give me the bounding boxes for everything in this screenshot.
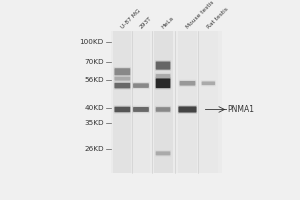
Bar xyxy=(154,31,172,173)
FancyBboxPatch shape xyxy=(114,105,131,113)
Text: HeLa: HeLa xyxy=(161,16,175,30)
FancyBboxPatch shape xyxy=(180,81,195,86)
Text: 100KD: 100KD xyxy=(80,39,104,45)
Bar xyxy=(111,31,222,173)
FancyBboxPatch shape xyxy=(155,77,171,89)
FancyBboxPatch shape xyxy=(114,67,131,77)
FancyBboxPatch shape xyxy=(132,82,150,89)
FancyBboxPatch shape xyxy=(179,80,196,87)
FancyBboxPatch shape xyxy=(201,80,216,86)
FancyBboxPatch shape xyxy=(156,107,170,112)
FancyBboxPatch shape xyxy=(156,78,170,88)
FancyBboxPatch shape xyxy=(114,82,131,90)
FancyBboxPatch shape xyxy=(202,81,215,85)
FancyBboxPatch shape xyxy=(133,107,149,112)
Text: Rat testis: Rat testis xyxy=(206,7,229,30)
FancyBboxPatch shape xyxy=(155,106,171,113)
Text: 56KD: 56KD xyxy=(84,77,104,83)
Text: 293T: 293T xyxy=(139,16,153,30)
Bar xyxy=(113,31,132,173)
Text: 70KD: 70KD xyxy=(84,59,104,65)
FancyBboxPatch shape xyxy=(156,61,170,70)
FancyBboxPatch shape xyxy=(115,68,130,75)
FancyBboxPatch shape xyxy=(178,105,197,114)
Text: 35KD: 35KD xyxy=(84,120,104,126)
FancyBboxPatch shape xyxy=(133,83,149,88)
FancyBboxPatch shape xyxy=(178,106,196,113)
FancyBboxPatch shape xyxy=(132,106,150,113)
Bar xyxy=(178,31,197,173)
FancyBboxPatch shape xyxy=(115,83,130,88)
FancyBboxPatch shape xyxy=(114,75,131,82)
FancyBboxPatch shape xyxy=(155,73,171,80)
Text: 26KD: 26KD xyxy=(84,146,104,152)
FancyBboxPatch shape xyxy=(156,74,170,79)
Bar xyxy=(199,31,218,173)
FancyBboxPatch shape xyxy=(115,107,130,112)
FancyBboxPatch shape xyxy=(155,60,171,71)
FancyBboxPatch shape xyxy=(155,150,171,157)
Text: PNMA1: PNMA1 xyxy=(227,105,254,114)
Text: Mouse testis: Mouse testis xyxy=(185,0,215,30)
Text: U-87 MG: U-87 MG xyxy=(120,9,142,30)
Text: 40KD: 40KD xyxy=(84,105,104,111)
Bar xyxy=(131,31,151,173)
FancyBboxPatch shape xyxy=(115,77,130,81)
FancyBboxPatch shape xyxy=(156,151,170,155)
